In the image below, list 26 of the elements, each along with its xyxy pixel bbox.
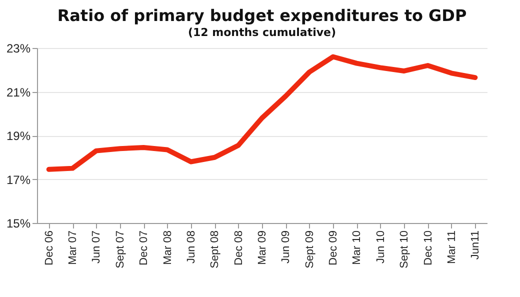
x-tick-label: Jun11 xyxy=(470,230,482,260)
x-tick-label: Sept 07 xyxy=(114,230,126,268)
x-tick-label: Dec 10 xyxy=(422,230,434,266)
x-tick-label: Mar 11 xyxy=(446,230,458,264)
x-tick-label: Mar 08 xyxy=(162,230,174,265)
x-tick-label: Mar 10 xyxy=(351,230,364,265)
y-tick-label: 19% xyxy=(6,129,31,143)
x-tick-label: Dec 07 xyxy=(138,230,150,266)
x-tick-label: Sept 10 xyxy=(398,230,411,268)
x-tick-label: Dec 09 xyxy=(328,230,340,266)
x-tick-label: Jun 09 xyxy=(280,230,292,264)
x-tick-label: Jun 08 xyxy=(185,230,198,264)
y-tick-label: 21% xyxy=(6,85,31,100)
x-tick-label: Mar 09 xyxy=(256,230,268,265)
x-tick-label: Dec 08 xyxy=(232,230,245,266)
y-tick-label: 15% xyxy=(6,216,31,230)
chart-subtitle: (12 months cumulative) xyxy=(188,26,336,39)
x-tick-label: Jun 10 xyxy=(374,230,387,264)
x-tick-label: Sept 09 xyxy=(304,230,316,268)
x-tick-label: Sept 08 xyxy=(209,230,222,268)
x-tick-label: Dec 06 xyxy=(43,230,56,266)
x-tick-label: Jun 07 xyxy=(90,230,103,264)
y-tick-label: 23% xyxy=(6,42,31,56)
x-tick-label: Mar 07 xyxy=(67,230,80,265)
chart-title: Ratio of primary budget expenditures to GDP xyxy=(57,6,467,25)
y-tick-label: 17% xyxy=(6,172,31,187)
